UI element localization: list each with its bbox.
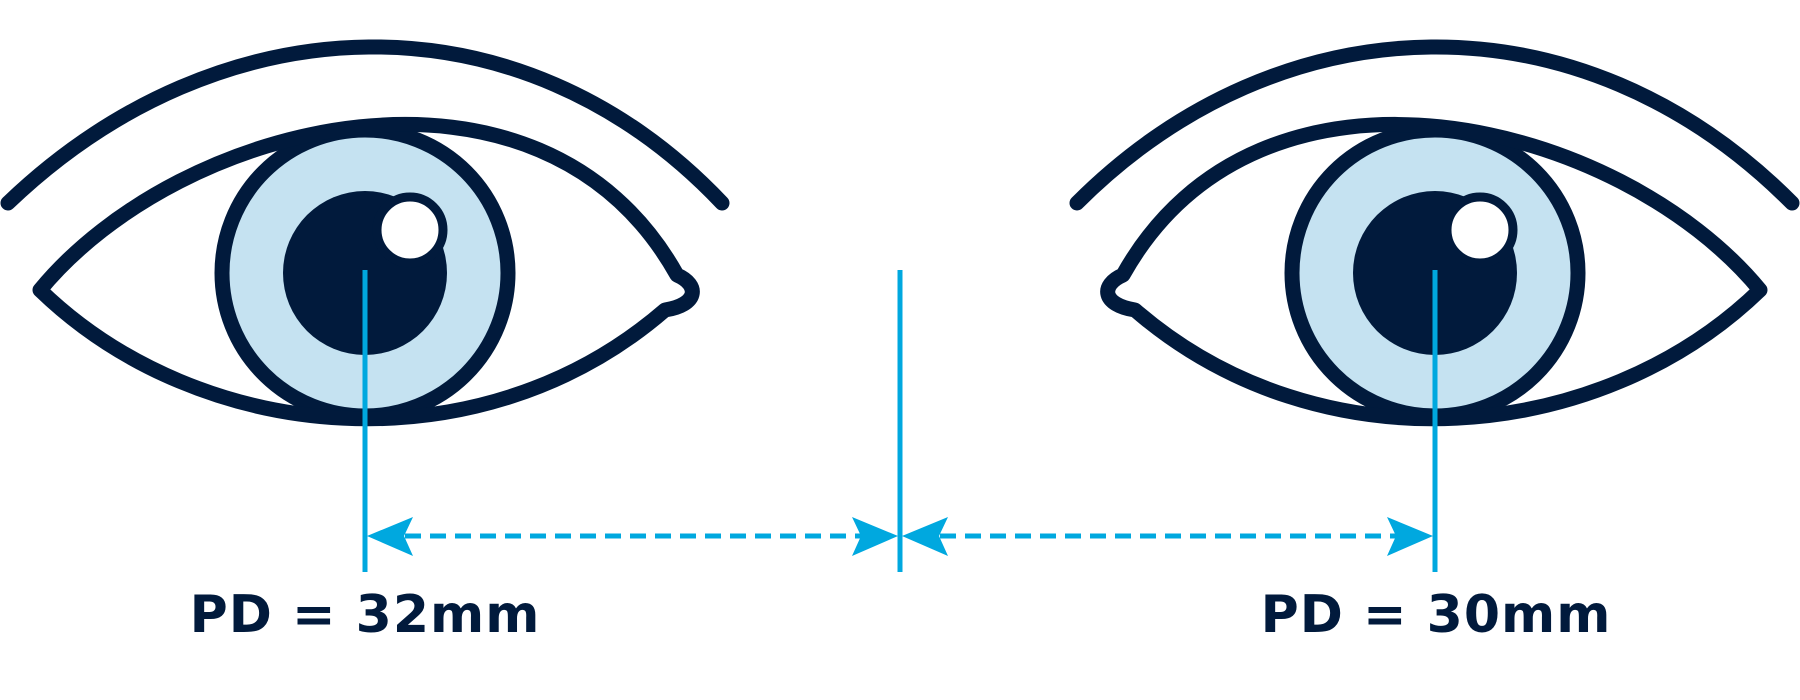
right-arrow-head-left bbox=[902, 517, 948, 556]
left-highlight bbox=[372, 192, 448, 268]
measurement bbox=[362, 270, 1438, 572]
left-eyebrow-icon bbox=[0, 39, 730, 211]
left-arrow-head-right bbox=[852, 517, 898, 556]
right-eyebrow-icon bbox=[1069, 39, 1800, 211]
right-arrow-head-right bbox=[1387, 517, 1433, 556]
left-pd-label: PD = 32mm bbox=[189, 585, 541, 645]
left-eye-outline bbox=[32, 116, 700, 427]
right-pd-label: PD = 30mm bbox=[1260, 585, 1612, 645]
right-highlight bbox=[1442, 192, 1518, 268]
left-arrow-head-left bbox=[367, 517, 413, 556]
right-eye-outline bbox=[1100, 116, 1768, 427]
